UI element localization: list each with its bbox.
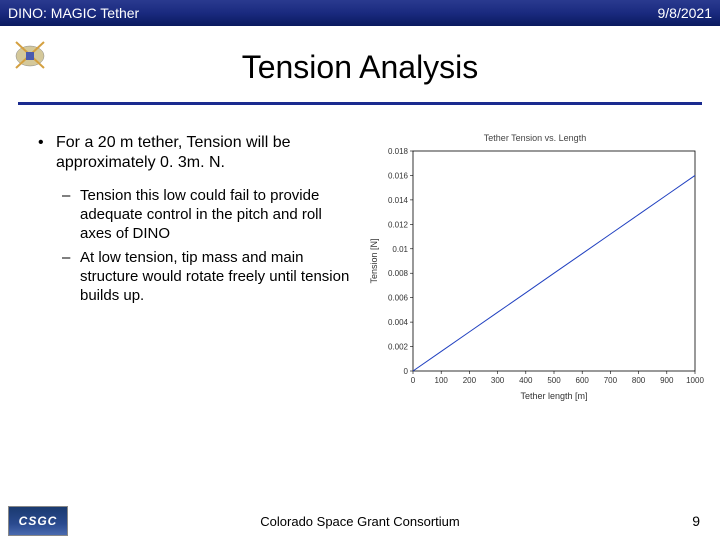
- svg-text:700: 700: [604, 376, 618, 385]
- footer-org: Colorado Space Grant Consortium: [0, 514, 720, 529]
- svg-text:Tether length [m]: Tether length [m]: [520, 391, 587, 401]
- sub-bullet-1-text: Tension this low could fail to provide a…: [80, 187, 356, 243]
- svg-text:Tension [N]: Tension [N]: [369, 238, 379, 283]
- main-bullet-text: For a 20 m tether, Tension will be appro…: [56, 133, 356, 173]
- svg-text:1000: 1000: [686, 376, 704, 385]
- svg-text:0.012: 0.012: [388, 220, 409, 229]
- svg-text:0.016: 0.016: [388, 171, 409, 180]
- magic-logo-icon: [6, 34, 54, 74]
- chart-title: Tether Tension vs. Length: [360, 133, 710, 143]
- svg-text:400: 400: [519, 376, 533, 385]
- svg-text:500: 500: [547, 376, 561, 385]
- svg-text:100: 100: [435, 376, 449, 385]
- svg-text:0.018: 0.018: [388, 147, 409, 156]
- svg-text:900: 900: [660, 376, 674, 385]
- main-bullet: • For a 20 m tether, Tension will be app…: [16, 133, 356, 173]
- svg-text:200: 200: [463, 376, 477, 385]
- svg-text:600: 600: [576, 376, 590, 385]
- svg-text:300: 300: [491, 376, 505, 385]
- header-date: 9/8/2021: [658, 5, 713, 21]
- svg-text:0: 0: [404, 367, 409, 376]
- svg-text:0: 0: [411, 376, 416, 385]
- svg-text:0.014: 0.014: [388, 196, 409, 205]
- slide-title: Tension Analysis: [0, 37, 720, 86]
- bullet-list: • For a 20 m tether, Tension will be app…: [16, 133, 356, 423]
- svg-text:800: 800: [632, 376, 646, 385]
- svg-text:0.004: 0.004: [388, 318, 409, 327]
- svg-text:0.006: 0.006: [388, 294, 409, 303]
- content-area: • For a 20 m tether, Tension will be app…: [0, 105, 720, 423]
- dash-icon: –: [62, 187, 80, 243]
- sub-bullet-2: – At low tension, tip mass and main stru…: [16, 249, 356, 305]
- svg-text:0.01: 0.01: [392, 245, 408, 254]
- tension-chart: Tether Tension vs. Length 0 0.002 0.004 0.0…: [360, 133, 710, 423]
- page-number: 9: [692, 513, 700, 529]
- chart-svg: 0 0.002 0.004 0.006 0.008 0.01 0.012 0.014 0.016…: [360, 145, 710, 405]
- project-label: DINO: MAGIC Tether: [8, 5, 139, 21]
- svg-text:0.002: 0.002: [388, 343, 409, 352]
- title-section: Tension Analysis: [0, 26, 720, 96]
- sub-bullet-1: – Tension this low could fail to provide…: [16, 187, 356, 243]
- sub-bullet-2-text: At low tension, tip mass and main struct…: [80, 249, 356, 305]
- footer: CSGC Colorado Space Grant Consortium 9: [0, 502, 720, 540]
- bullet-dot-icon: •: [38, 133, 56, 173]
- dash-icon: –: [62, 249, 80, 305]
- header-bar: DINO: MAGIC Tether 9/8/2021: [0, 0, 720, 26]
- svg-text:0.008: 0.008: [388, 269, 409, 278]
